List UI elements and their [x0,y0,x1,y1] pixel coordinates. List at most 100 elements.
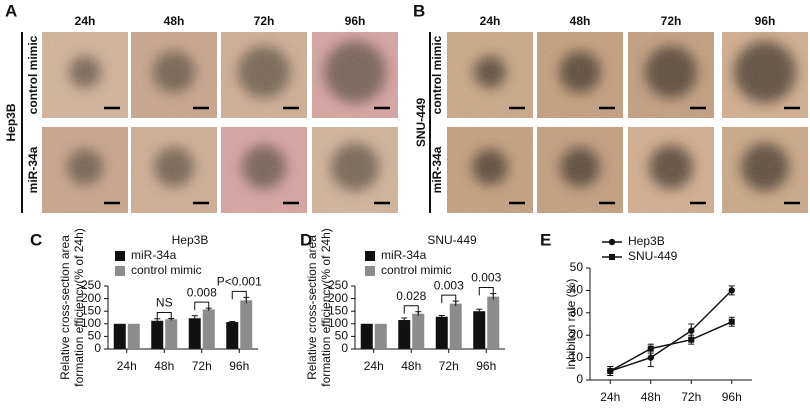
x-tick-label: 48h [154,359,174,373]
y-tick-label: 100 [328,316,348,330]
significance-bracket [478,287,494,296]
texture [312,127,398,213]
bar [449,303,462,349]
x-tick-label: 96h [722,390,742,404]
chart-title: Hep3B [172,233,209,247]
bar [412,313,425,349]
cell-line-label: Hep3B [4,103,18,141]
significance-label: P<0.001 [217,275,262,289]
column-header: 96h [345,14,366,28]
x-tick-label: 24h [117,359,137,373]
legend-marker [608,238,616,246]
bar [226,322,239,349]
significance-label: 0.003 [471,271,501,285]
bar [202,309,215,349]
legend-label: control mimic [131,263,202,277]
y-tick-label: 0 [576,372,583,386]
series-line [609,321,733,372]
significance-bracket [156,312,172,321]
y-axis-label: Relative cross-section area [58,235,72,380]
row-label: control mimic [26,35,40,114]
chart-title: SNU-449 [427,233,477,247]
bar [127,323,140,349]
panel-letter: D [300,230,312,249]
bar [240,300,253,349]
legend-swatch [115,266,125,276]
legend-label: miR-34a [131,248,177,262]
column-header: 96h [755,14,776,28]
y-tick-label: 100 [81,316,101,330]
column-header: 48h [164,14,185,28]
significance-bracket [403,305,419,314]
y-tick-label: 50 [570,260,584,274]
texture [312,32,398,118]
point [647,345,654,352]
y-axis-label: formation efficiency(% of 24h) [319,228,333,387]
legend-swatch [365,266,375,276]
texture [537,32,623,118]
panel-letter: E [540,230,551,249]
legend-swatch [365,251,375,261]
x-tick-label: 72h [681,390,701,404]
column-header: 24h [75,14,96,28]
row-label: miR-34a [430,146,444,193]
y-axis-label: Relative cross-section area [305,235,319,380]
legend-label: Hep3B [628,234,665,248]
column-header: 48h [570,14,591,28]
row-label: miR-34a [26,146,40,193]
point [688,327,695,334]
significance-label: 0.008 [187,285,217,299]
texture [131,32,217,118]
y-tick-label: 250 [81,278,101,292]
point [728,318,735,325]
significance-bracket [194,301,210,311]
texture [447,32,533,118]
texture [42,127,128,213]
bar [435,316,448,349]
legend-label: SNU-449 [628,249,678,263]
texture [131,127,217,213]
texture [42,32,128,118]
x-tick-label: 48h [401,359,421,373]
panel-letter: B [413,1,425,20]
texture [628,127,714,213]
x-tick-label: 24h [600,390,620,404]
y-tick-label: 200 [81,291,101,305]
y-tick-label: 50 [88,329,102,343]
texture [221,127,307,213]
y-axis-label: inhibiton rate (%) [564,279,578,370]
bar [188,318,201,349]
x-tick-label: 96h [476,359,496,373]
y-tick-label: 0 [94,341,101,355]
bar [165,319,178,349]
x-tick-label: 72h [192,359,212,373]
significance-bracket [441,294,457,304]
significance-bracket [231,290,247,300]
point [647,354,654,361]
bar [113,323,126,349]
point [688,336,695,343]
bar [151,320,164,349]
texture [722,127,808,213]
row-label: control mimic [430,35,444,114]
y-tick-label: 10 [570,350,584,364]
column-header: 72h [254,14,275,28]
y-tick-label: 40 [570,283,584,297]
significance-label: 0.028 [396,289,426,303]
y-tick-label: 50 [335,329,349,343]
legend-label: control mimic [381,263,452,277]
series-line [610,289,733,372]
significance-label: NS [156,296,173,310]
panel-letter: C [30,230,42,249]
y-tick-label: 250 [328,278,348,292]
texture [447,127,533,213]
legend-marker [609,254,615,260]
bar [487,296,500,349]
y-tick-label: 30 [570,305,584,319]
x-tick-label: 72h [439,359,459,373]
legend-swatch [115,251,125,261]
x-tick-label: 48h [641,390,661,404]
y-tick-label: 200 [328,291,348,305]
texture [221,32,307,118]
